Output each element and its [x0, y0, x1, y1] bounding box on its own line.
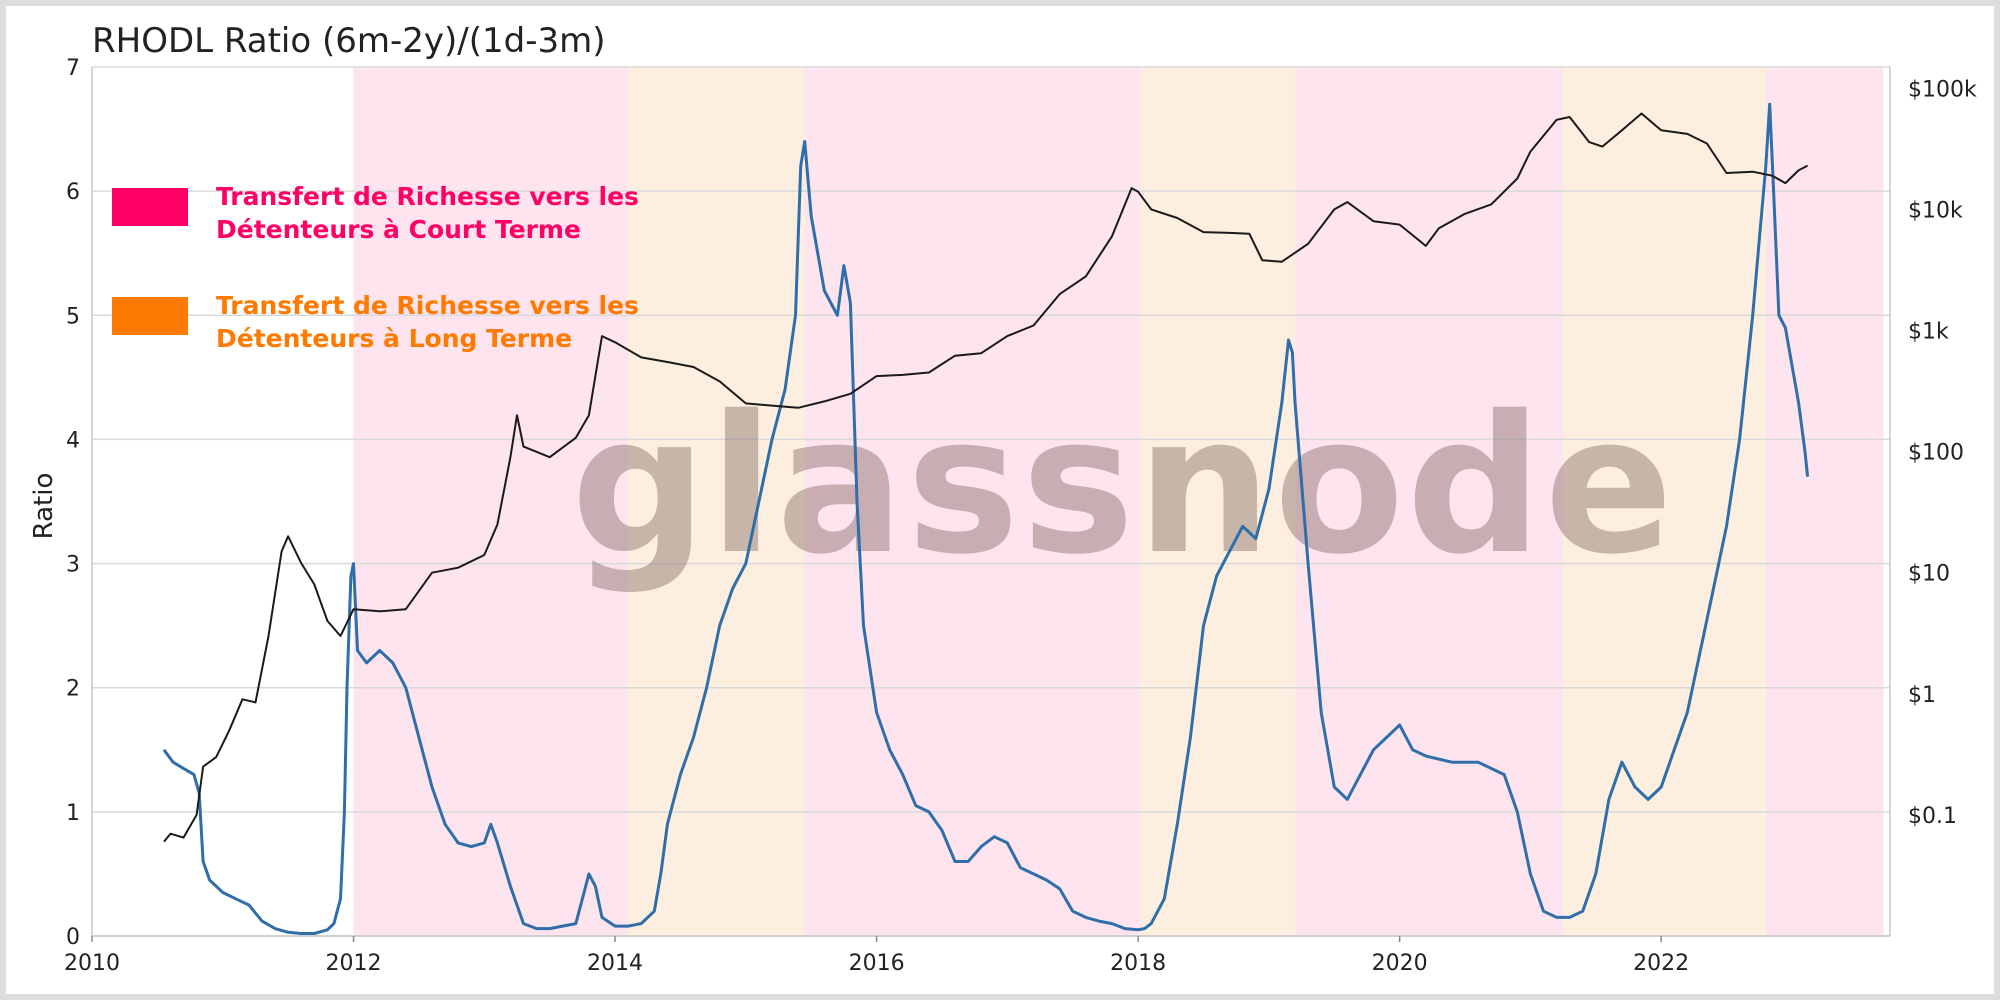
chart-panel: glassnode 0 1 2 3 4 5 6 7 2010 2012 2014 2016 2018 20…: [6, 6, 1994, 994]
series-line-right: [163, 112, 1809, 843]
legend-label-1-line1: Transfert de Richesse vers les: [216, 291, 639, 320]
y-tick-label: 5: [66, 304, 80, 329]
x-tick-label: 2020: [1372, 951, 1428, 976]
y-axis-label: Ratio: [29, 473, 59, 540]
y-tick-label: 6: [66, 180, 80, 205]
x-tick-label: 2022: [1633, 951, 1689, 976]
region-long-term-5: [1563, 67, 1766, 936]
y2-tick-label: $1: [1908, 683, 1936, 708]
y2-tick-label: $10: [1908, 562, 1950, 587]
legend-label-1-line2: Détenteurs à Long Terme: [216, 324, 572, 353]
legend-swatch-1: [112, 297, 188, 335]
x-tick-label: 2012: [326, 951, 382, 976]
y-tick-label: 2: [66, 677, 80, 702]
legend: Transfert de Richesse vers les Détenteurs…: [112, 182, 639, 353]
region-long-term-3: [1140, 67, 1296, 936]
series-line-left: [162, 102, 1810, 935]
x-tick-label: 2014: [587, 951, 643, 976]
watermark: glassnode: [571, 375, 1675, 596]
region-long-term-1: [628, 67, 805, 936]
y2-tick-label: $100k: [1908, 77, 1977, 102]
region-short-term-2: [804, 67, 1141, 936]
axes: 0 1 2 3 4 5 6 7 2010 2012 2014 2016 2018 2020 2022 $0.1…: [64, 56, 1977, 976]
y-tick-label: 4: [66, 428, 80, 453]
y2-tick-label: $1k: [1908, 320, 1949, 345]
y-tick-label: 3: [66, 553, 80, 578]
y2-tick-label: $0.1: [1908, 804, 1957, 829]
region-short-term-6: [1765, 67, 1884, 936]
x-tick-label: 2010: [64, 951, 120, 976]
y-tick-label: 0: [66, 925, 80, 950]
y2-tick-label: $10k: [1908, 198, 1963, 223]
rhodl-chart: glassnode 0 1 2 3 4 5 6 7 2010 2012 2014 2016 2018 20…: [29, 21, 1977, 976]
y2-tick-label: $100: [1908, 441, 1964, 466]
y-tick-label: 7: [66, 56, 80, 81]
y-tick-label: 1: [66, 801, 80, 826]
series-group: [162, 102, 1810, 935]
x-tick-label: 2016: [849, 951, 905, 976]
legend-swatch-0: [112, 188, 188, 226]
region-short-term-0: [353, 67, 629, 936]
chart-title: RHODL Ratio (6m-2y)/(1d-3m): [92, 21, 606, 61]
legend-label-0-line1: Transfert de Richesse vers les: [216, 182, 639, 211]
x-tick-label: 2018: [1110, 951, 1166, 976]
legend-label-0-line2: Détenteurs à Court Terme: [216, 215, 581, 244]
